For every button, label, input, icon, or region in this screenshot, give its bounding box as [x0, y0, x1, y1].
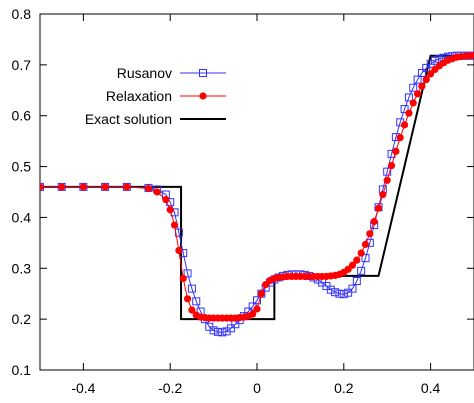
legend: Rusanov Relaxation Exact solution [85, 65, 226, 127]
data-point [357, 249, 365, 257]
data-point [218, 328, 227, 337]
plot-border [39, 13, 474, 371]
data-point [400, 105, 409, 114]
data-point [352, 277, 361, 285]
legend-marker [199, 69, 207, 77]
data-point [226, 324, 235, 333]
data-point [348, 261, 357, 269]
data-point [101, 183, 109, 191]
y-tick-label: 0.1 [12, 362, 32, 378]
x-tick-label: 0.4 [421, 380, 441, 396]
data-point [470, 52, 474, 60]
data-point [170, 221, 179, 229]
data-point [348, 284, 357, 293]
data-point [339, 290, 348, 299]
y-tick-label: 0.8 [12, 6, 32, 22]
y-tick-label: 0.5 [12, 159, 32, 175]
data-point [409, 83, 418, 92]
y-tick-label: 0.2 [12, 311, 32, 327]
data-point [179, 274, 187, 283]
data-point [183, 295, 192, 303]
x-tick-label: -0.4 [71, 380, 95, 396]
data-point [361, 254, 370, 263]
data-point [387, 161, 396, 170]
data-point [153, 188, 161, 196]
data-point [331, 288, 340, 297]
data-point [400, 121, 409, 129]
data-point [422, 76, 430, 84]
data-point [427, 70, 435, 78]
data-point [123, 183, 131, 191]
data-point [374, 204, 383, 212]
data-point [209, 326, 218, 335]
data-point [413, 90, 422, 98]
data-point [162, 196, 170, 204]
data-point [40, 183, 44, 191]
tick-marks [40, 13, 474, 371]
data-point [353, 256, 361, 264]
data-point [435, 54, 444, 63]
data-point [379, 190, 387, 199]
data-point [144, 184, 153, 193]
series-relaxation [40, 52, 474, 322]
data-point [335, 289, 344, 298]
data-point [396, 133, 404, 142]
data-point [413, 75, 422, 84]
data-point [188, 306, 196, 314]
data-point [183, 269, 192, 278]
data-point [257, 290, 265, 298]
legend-marker [199, 92, 207, 100]
data-point [187, 284, 196, 293]
data-point [166, 206, 174, 214]
plot-frame [39, 13, 474, 371]
data-point [213, 327, 222, 336]
x-tick-label: -0.2 [158, 380, 182, 396]
data-point [404, 93, 413, 102]
legend-label: Relaxation [106, 88, 172, 104]
data-point [58, 183, 66, 191]
data-point [79, 183, 87, 191]
legend-label: Rusanov [117, 65, 172, 81]
data-point [192, 297, 201, 306]
series-exact-solution [40, 54, 474, 321]
tick-labels: -0.4 -0.2 0 0.2 0.4 0.1 0.2 0.3 0.4 0.5 0.6 0.7 0.8 [12, 6, 441, 396]
y-tick-label: 0.3 [12, 260, 32, 276]
data-point [253, 305, 261, 313]
y-tick-label: 0.4 [12, 209, 32, 225]
data-point [430, 56, 439, 65]
data-point [392, 147, 400, 155]
data-point [249, 310, 257, 318]
data-point [417, 68, 426, 77]
data-point [361, 240, 370, 248]
x-tick-label: 0 [253, 380, 261, 396]
x-tick-label: 0.2 [334, 380, 354, 396]
data-point [370, 217, 378, 226]
y-tick-label: 0.6 [12, 108, 32, 124]
series-line [40, 54, 474, 321]
data-point [383, 176, 391, 184]
data-point [357, 266, 366, 275]
legend-label: Exact solution [85, 111, 172, 127]
data-point [326, 285, 335, 294]
data-point [418, 82, 426, 90]
data-point [175, 246, 183, 255]
data-point [366, 230, 374, 238]
series-rusanov [40, 51, 474, 337]
data-point [253, 296, 261, 305]
data-point [405, 109, 413, 117]
series-layer [40, 51, 474, 337]
data-point [409, 99, 417, 107]
y-tick-label: 0.7 [12, 57, 32, 73]
data-point [344, 288, 353, 297]
data-point [422, 63, 431, 72]
data-point [383, 167, 392, 176]
